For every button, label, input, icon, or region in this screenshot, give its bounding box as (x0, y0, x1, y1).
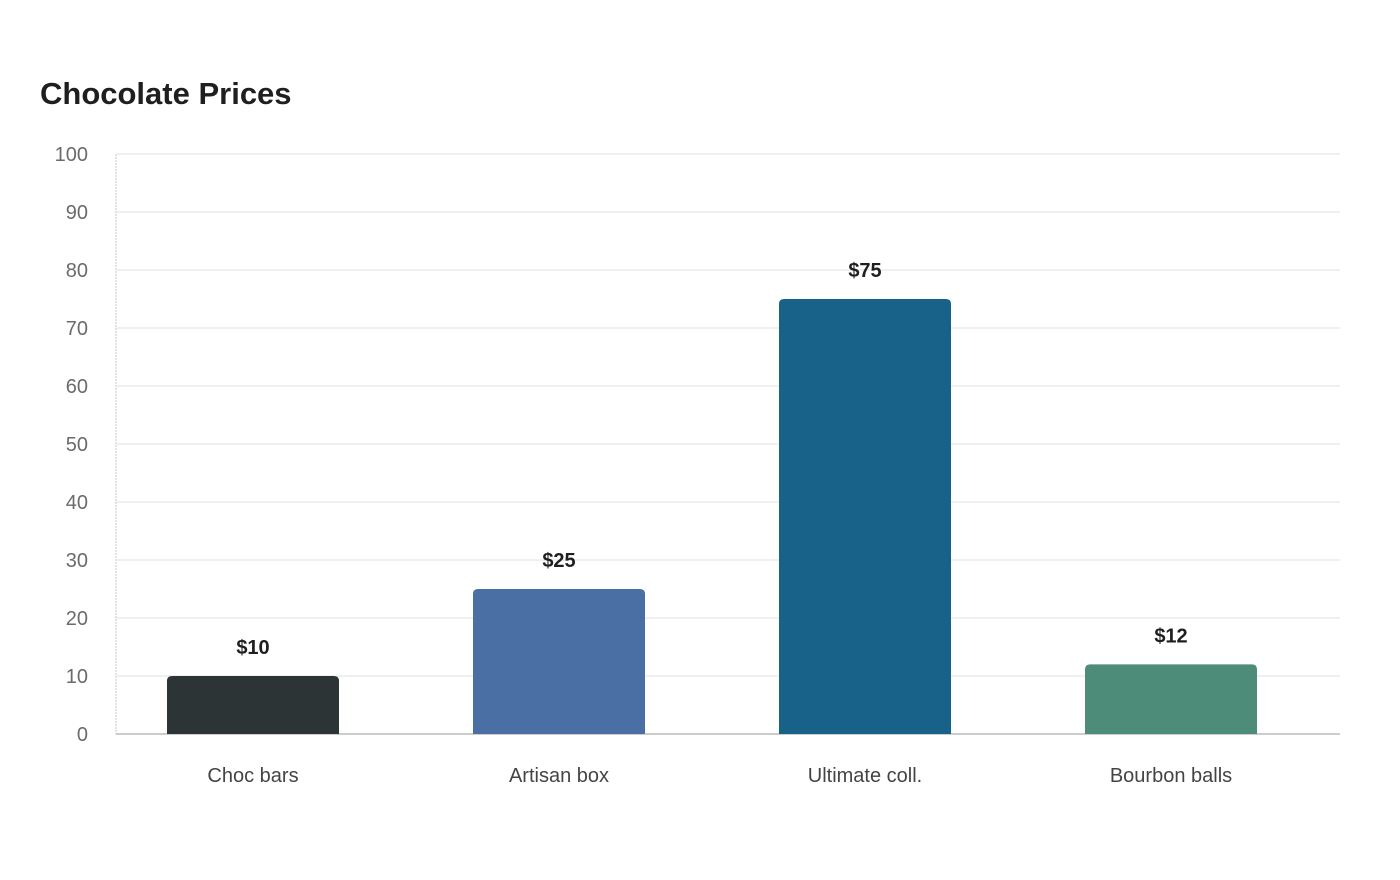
y-tick-label: 10 (66, 666, 88, 688)
bar-value-label: $10 (236, 637, 269, 659)
y-tick-label: 50 (66, 434, 88, 456)
gridlines (116, 153, 1340, 677)
y-tick-label: 90 (66, 202, 88, 224)
y-tick-label: 80 (66, 260, 88, 282)
y-tick-label: 60 (66, 376, 88, 398)
x-tick-label: Ultimate coll. (808, 765, 922, 787)
bar-choc-bars (167, 676, 339, 734)
labels: 0 10 20 30 40 50 60 70 80 90 100 $10 Choc bars $25 Art… (55, 144, 1233, 787)
y-tick-label: 70 (66, 318, 88, 340)
y-tick-label: 0 (77, 724, 88, 746)
bar-value-label: $75 (848, 260, 881, 282)
bar-value-label: $12 (1154, 625, 1187, 647)
x-tick-label: Artisan box (509, 765, 609, 787)
x-tick-label: Choc bars (207, 765, 298, 787)
bar-bourbon-balls (1085, 664, 1257, 734)
y-tick-label: 100 (55, 144, 88, 166)
bar-ultimate-coll (779, 299, 951, 734)
y-tick-label: 20 (66, 608, 88, 630)
bar-value-label: $25 (542, 550, 575, 572)
y-tick-label: 40 (66, 492, 88, 514)
y-tick-label: 30 (66, 550, 88, 572)
bar-artisan-box (473, 589, 645, 734)
x-tick-label: Bourbon balls (1110, 765, 1232, 787)
chart-title: Chocolate Prices (40, 76, 292, 111)
bars (167, 299, 1257, 734)
